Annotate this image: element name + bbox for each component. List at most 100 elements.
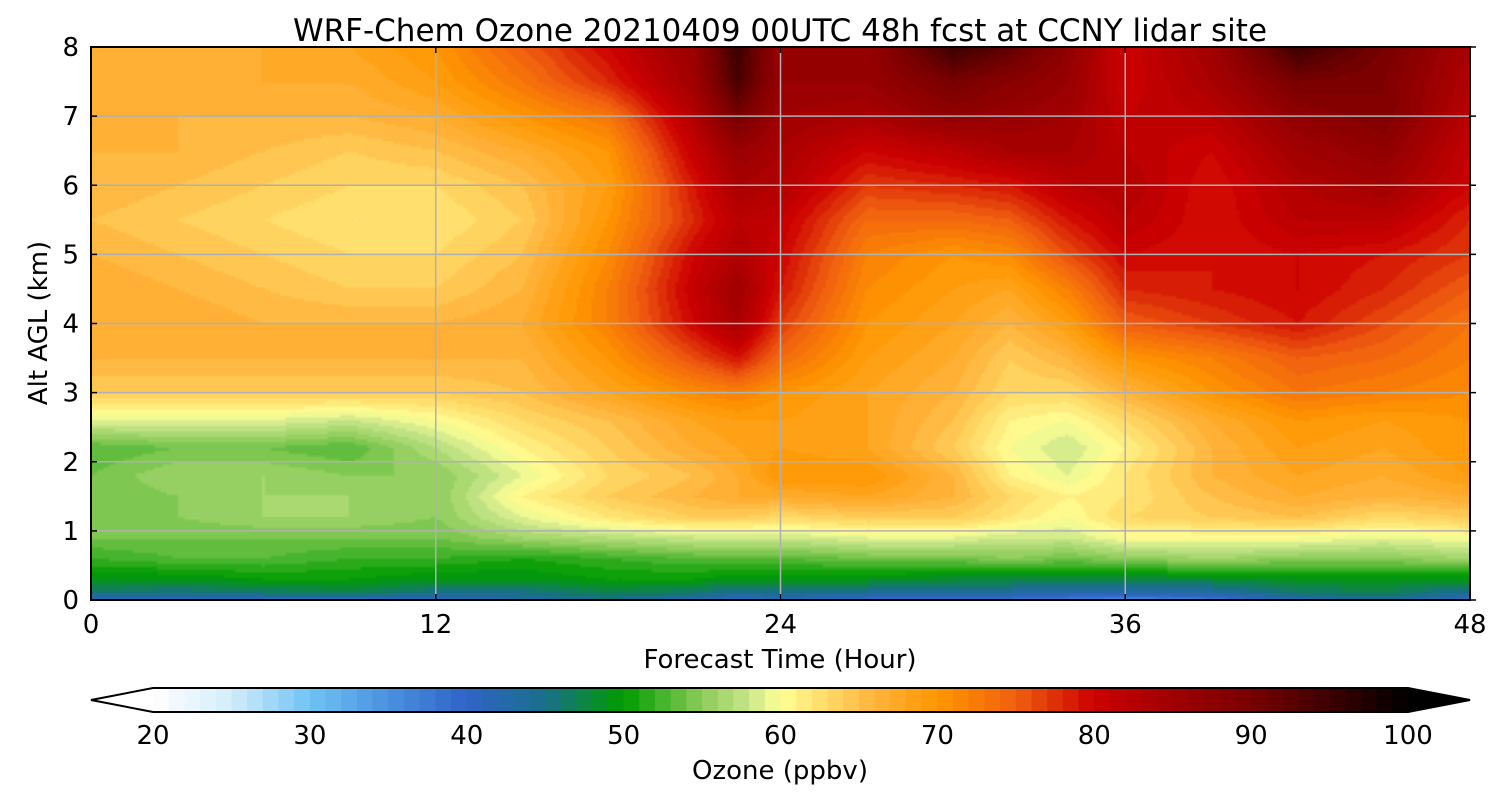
colorbar-segment bbox=[325, 688, 342, 712]
colorbar-segment bbox=[1282, 688, 1299, 712]
colorbar-segment bbox=[968, 688, 986, 712]
colorbar-tick-label: 20 bbox=[136, 721, 169, 751]
colorbar-tick-label: 80 bbox=[1078, 721, 1111, 751]
y-tick-label: 1 bbox=[62, 517, 79, 547]
x-axis: 0 12 24 36 48 bbox=[83, 47, 1487, 640]
colorbar-segment bbox=[513, 688, 531, 712]
x-tick-label: 36 bbox=[1109, 610, 1142, 640]
colorbar-segment bbox=[388, 688, 405, 712]
colorbar-segment bbox=[435, 688, 452, 712]
colorbar-segment bbox=[1360, 688, 1378, 712]
colorbar-segment bbox=[1219, 688, 1237, 712]
colorbar-segment bbox=[921, 688, 938, 712]
y-tick-label: 2 bbox=[62, 448, 79, 478]
colorbar-tick-label: 50 bbox=[607, 721, 640, 751]
colorbar-segment bbox=[858, 688, 876, 712]
colorbar-segment bbox=[545, 688, 562, 712]
colorbar-segment bbox=[1157, 688, 1174, 712]
colorbar-segment bbox=[1125, 688, 1142, 712]
colorbar-segment bbox=[1392, 688, 1409, 712]
colorbar-segment bbox=[827, 688, 844, 712]
x-tick-label: 48 bbox=[1453, 610, 1486, 640]
colorbar-segment bbox=[1266, 688, 1284, 712]
y-tick-label: 7 bbox=[62, 102, 79, 132]
colorbar-segment bbox=[937, 688, 954, 712]
colorbar-segment bbox=[1047, 688, 1064, 712]
colorbar-segment bbox=[733, 688, 750, 712]
colorbar-segment bbox=[1031, 688, 1048, 712]
colorbar-segment bbox=[1313, 688, 1331, 712]
colorbar-segment bbox=[749, 688, 766, 712]
colorbar-segment bbox=[184, 688, 201, 712]
colorbar-segment bbox=[419, 688, 436, 712]
colorbar-segment bbox=[498, 688, 515, 712]
colorbar-segment bbox=[356, 688, 374, 712]
colorbar-segment bbox=[294, 688, 311, 712]
colorbar-label: Ozone (ppbv) bbox=[692, 756, 868, 786]
y-tick-label: 5 bbox=[62, 240, 79, 270]
colorbar-segment bbox=[623, 688, 640, 712]
colorbar-segment bbox=[482, 688, 499, 712]
colorbar-segment bbox=[529, 688, 546, 712]
colorbar-segment bbox=[1094, 688, 1111, 712]
grid-lines bbox=[91, 47, 1470, 600]
y-tick-label: 6 bbox=[62, 171, 79, 201]
colorbar-segment bbox=[670, 688, 687, 712]
y-axis: 0 1 2 3 4 5 6 7 8 bbox=[62, 33, 1476, 616]
y-tick-label: 8 bbox=[62, 33, 79, 63]
colorbar-segment bbox=[215, 688, 233, 712]
colorbar-segment bbox=[341, 688, 358, 712]
colorbar-outline bbox=[90, 687, 1471, 713]
colorbar-segment bbox=[906, 688, 923, 712]
colorbar-tick-label: 100 bbox=[1383, 721, 1433, 751]
colorbar-segment bbox=[1298, 688, 1315, 712]
y-tick-label: 0 bbox=[62, 586, 79, 616]
colorbar-segment bbox=[466, 688, 484, 712]
colorbar-segment bbox=[168, 688, 185, 712]
colorbar-segment bbox=[404, 688, 421, 712]
colorbar-segment bbox=[796, 688, 813, 712]
colorbar-segment bbox=[607, 688, 625, 712]
colorbar-segment bbox=[1015, 688, 1033, 712]
y-tick-label: 4 bbox=[62, 310, 79, 340]
colorbar-tick-label: 30 bbox=[293, 721, 326, 751]
colorbar-segment bbox=[1235, 688, 1252, 712]
colorbar-segment bbox=[560, 688, 578, 712]
colorbar-segment bbox=[262, 688, 280, 712]
colorbar-segment bbox=[231, 688, 248, 712]
colorbar-segment bbox=[1062, 688, 1080, 712]
colorbar-segment bbox=[717, 688, 735, 712]
colorbar-segment bbox=[890, 688, 907, 712]
colorbar-tick-label: 40 bbox=[450, 721, 483, 751]
colorbar-segment bbox=[1345, 688, 1362, 712]
colorbar-segment bbox=[1172, 688, 1189, 712]
colorbar-tick-label: 70 bbox=[921, 721, 954, 751]
colorbar-segment bbox=[309, 688, 327, 712]
colorbar-segment bbox=[843, 688, 860, 712]
colorbar-segment bbox=[451, 688, 468, 712]
colorbar-segment bbox=[686, 688, 703, 712]
colorbar-segment bbox=[780, 688, 797, 712]
colorbar-segment bbox=[1109, 688, 1127, 712]
y-axis-label: Alt AGL (km) bbox=[24, 241, 54, 405]
colorbar-segment bbox=[372, 688, 389, 712]
colorbar-segment bbox=[200, 688, 217, 712]
colorbar-segment bbox=[247, 688, 264, 712]
colorbar-segment bbox=[639, 688, 656, 712]
colorbar-tick-label: 60 bbox=[764, 721, 797, 751]
colorbar-extend-max bbox=[1408, 688, 1470, 712]
colorbar-segment bbox=[153, 688, 170, 712]
colorbar-segment bbox=[1000, 688, 1017, 712]
colorbar-segment bbox=[1329, 688, 1346, 712]
colorbar-segment bbox=[1376, 688, 1393, 712]
x-tick-label: 24 bbox=[764, 610, 797, 640]
colorbar-segment bbox=[1141, 688, 1158, 712]
x-axis-label: Forecast Time (Hour) bbox=[643, 645, 916, 675]
y-tick-label: 3 bbox=[62, 379, 79, 409]
colorbar-segment bbox=[576, 688, 593, 712]
colorbar-segment bbox=[702, 688, 719, 712]
colorbar-segment bbox=[811, 688, 829, 712]
colorbar-segment bbox=[764, 688, 782, 712]
colorbar-segment bbox=[1251, 688, 1268, 712]
